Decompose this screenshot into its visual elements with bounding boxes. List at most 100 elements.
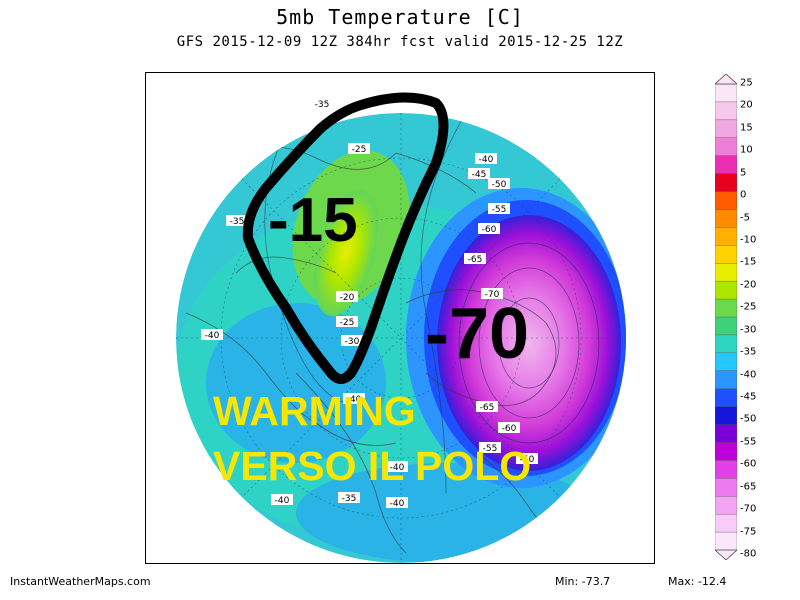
- svg-text:-55: -55: [492, 205, 507, 215]
- svg-text:-65: -65: [468, 255, 483, 265]
- colorbar-cell: [715, 280, 737, 300]
- contour-label: -40: [386, 497, 408, 509]
- colorbar-cell: [715, 119, 737, 139]
- contour-label: -40: [386, 461, 408, 473]
- colorbar-cell: [715, 424, 737, 444]
- contour-label: -70: [481, 288, 503, 300]
- svg-text:-35: -35: [315, 100, 330, 110]
- colorbar-cell: [715, 442, 737, 462]
- warm-anomaly-core: [314, 189, 378, 317]
- caption-line1: WARMING: [213, 388, 416, 434]
- small-warm-patch: [176, 196, 202, 216]
- contour-label: -40: [271, 494, 293, 506]
- contour-label: -45: [468, 168, 490, 180]
- contour-label: -55: [488, 203, 510, 215]
- polar-map: -35 -25 -40 -45 -50 -55 -60 -65 -70 -20 …: [176, 92, 626, 563]
- caption-line2: VERSO IL POLO: [213, 443, 532, 489]
- svg-text:-40: -40: [275, 496, 290, 506]
- svg-text:-60: -60: [482, 225, 497, 235]
- svg-text:-50: -50: [492, 180, 507, 190]
- contour-label: -25: [348, 143, 370, 155]
- colorbar-tick-label: -55: [740, 436, 757, 448]
- svg-text:-40: -40: [390, 499, 405, 509]
- contour-label: -40: [201, 329, 223, 341]
- contour-label: -50: [488, 178, 510, 190]
- svg-text:-40: -40: [205, 331, 220, 341]
- colorbar-cell: [715, 513, 737, 533]
- colorbar-cell: [715, 191, 737, 211]
- svg-text:-40: -40: [390, 463, 405, 473]
- colorbar-tick-label: -25: [740, 301, 757, 313]
- svg-text:-50: -50: [520, 455, 535, 465]
- colorbar-cell: [715, 334, 737, 354]
- colorbar-tick-label: 0: [740, 189, 747, 201]
- colorbar-tick-label: -70: [740, 503, 757, 515]
- colorbar-cell: [715, 263, 737, 282]
- colorbar-tick-label: -35: [740, 346, 757, 358]
- colorbar-top-arrow: [715, 74, 737, 85]
- contour-label: -65: [476, 401, 498, 413]
- svg-text:-35: -35: [342, 494, 357, 504]
- contour-label: -35: [311, 98, 333, 110]
- colorbar-tick-label: 20: [740, 99, 753, 111]
- contour-label: -40: [475, 153, 497, 165]
- colorbar-tick-label: -65: [740, 481, 757, 493]
- max-value: Max: -12.4: [668, 575, 727, 588]
- contour-label: -30: [341, 335, 363, 347]
- svg-text:-25: -25: [352, 145, 367, 155]
- svg-text:-45: -45: [472, 170, 487, 180]
- colorbar-cell: [715, 155, 737, 175]
- colorbar-cell: [715, 209, 737, 229]
- contour-label: -60: [498, 422, 520, 434]
- contour-label: -60: [478, 223, 500, 235]
- colorbar-cell: [715, 496, 737, 515]
- colorbar-cell: [715, 245, 737, 264]
- contour-label: -35: [226, 215, 248, 227]
- colorbar-tick-label: -20: [740, 279, 757, 291]
- colorbar-cell: [715, 227, 737, 247]
- colorbar-cell: [715, 352, 737, 372]
- colorbar-cell: [715, 316, 737, 336]
- svg-text:-30: -30: [345, 337, 360, 347]
- source-site: InstantWeatherMaps.com: [10, 575, 151, 588]
- contour-label: -25: [336, 316, 358, 328]
- colorbar-cell: [715, 173, 737, 193]
- contour-label: -65: [464, 253, 486, 265]
- colorbar-tick-label: -75: [740, 526, 757, 538]
- svg-text:-60: -60: [502, 424, 517, 434]
- min-value: Min: -73.7: [555, 575, 611, 588]
- contour-label: -20: [336, 291, 358, 303]
- colorbar-bottom-arrow: [715, 549, 737, 560]
- colorbar-tick-label: 15: [740, 122, 753, 134]
- colorbar-cell: [715, 388, 737, 408]
- contour-value-labels: -35 -25 -40 -45 -50 -55 -60 -65 -70 -20 …: [201, 98, 538, 509]
- svg-text:-25: -25: [340, 318, 355, 328]
- svg-text:-40: -40: [479, 155, 494, 165]
- contour-label: -40: [343, 393, 365, 405]
- colorbar-tick-label: -10: [740, 234, 757, 246]
- colorbar-tick-label: -60: [740, 458, 757, 470]
- colorbar-cell: [715, 83, 737, 103]
- colorbar-tick-label: 5: [740, 167, 747, 179]
- svg-text:-35: -35: [230, 217, 245, 227]
- anomaly-value-warm: -15: [268, 186, 358, 255]
- colorbar-tick-label: -45: [740, 391, 757, 403]
- colorbar-cell: [715, 298, 737, 318]
- colorbar-tick-label: -15: [740, 256, 757, 268]
- contour-label: -50: [516, 453, 538, 465]
- colorbar-cell: [715, 531, 737, 551]
- contour-label: -55: [479, 442, 501, 454]
- colorbar-cell: [715, 460, 737, 480]
- colorbar-cell: [715, 101, 737, 121]
- colorbar-cell: [715, 137, 737, 157]
- svg-text:-40: -40: [347, 395, 362, 405]
- colorbar-cell: [715, 370, 737, 390]
- colorbar: [715, 74, 737, 560]
- chart-subtitle: GFS 2015-12-09 12Z 384hr fcst valid 2015…: [176, 34, 624, 50]
- colorbar-tick-label: -50: [740, 413, 757, 425]
- anomaly-value-cold: -70: [425, 294, 530, 374]
- svg-text:-70: -70: [485, 290, 500, 300]
- svg-text:-20: -20: [340, 293, 355, 303]
- colorbar-tick-label: -80: [740, 548, 757, 560]
- colorbar-tick-label: -5: [740, 212, 750, 224]
